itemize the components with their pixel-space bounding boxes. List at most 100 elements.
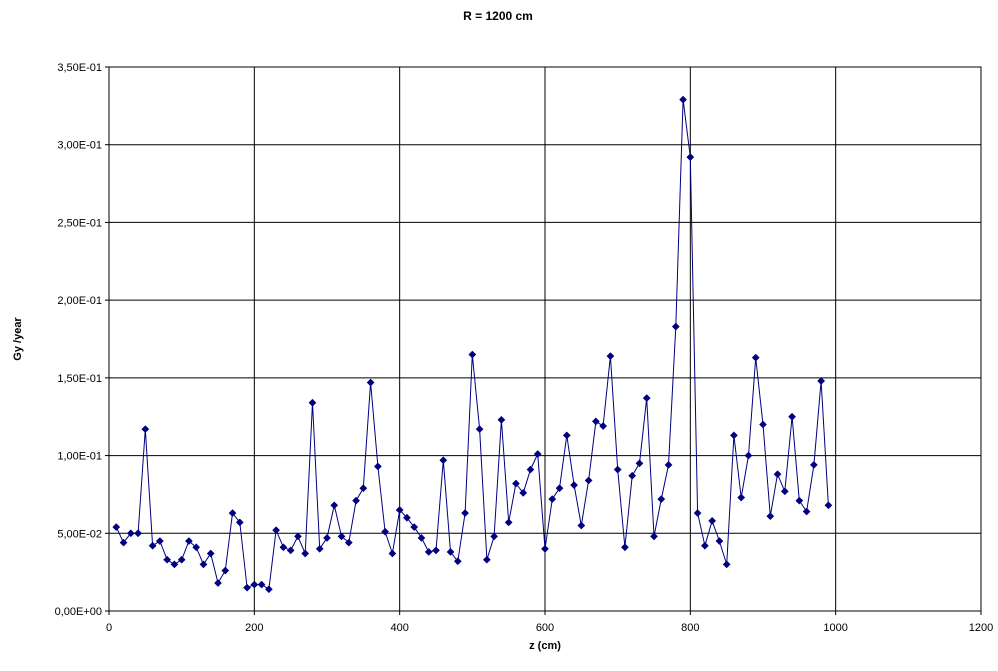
- y-tick-label: 2,00E-01: [57, 295, 102, 307]
- data-point: [214, 579, 222, 587]
- data-point: [344, 538, 353, 547]
- data-point: [119, 538, 128, 547]
- data-point: [759, 420, 767, 429]
- data-point: [737, 493, 746, 502]
- data-point: [729, 431, 738, 440]
- data-point: [780, 487, 789, 496]
- x-tick-label: 200: [245, 622, 263, 634]
- x-tick-label: 800: [681, 622, 699, 634]
- data-point: [671, 322, 680, 331]
- data-point: [417, 533, 426, 542]
- data-point: [250, 580, 259, 589]
- y-axis-label: Gy /year: [12, 317, 24, 361]
- data-point: [163, 555, 172, 564]
- data-point: [228, 509, 237, 518]
- x-tick-label: 0: [106, 622, 112, 634]
- data-point: [184, 537, 193, 546]
- data-point: [620, 543, 629, 552]
- y-tick-label: 3,00E-01: [57, 140, 102, 152]
- data-point: [824, 501, 833, 510]
- data-point: [337, 532, 346, 541]
- data-point: [243, 583, 252, 592]
- data-point: [802, 507, 811, 516]
- y-tick-label: 1,00E-01: [57, 451, 102, 463]
- data-point: [497, 415, 506, 424]
- y-tick-label: 2,50E-01: [57, 217, 102, 229]
- data-point: [432, 546, 440, 555]
- data-point: [591, 417, 600, 426]
- data-point: [439, 456, 448, 465]
- data-point: [279, 543, 288, 552]
- x-axis-label: z (cm): [529, 640, 561, 652]
- data-point: [192, 543, 201, 552]
- data-point: [708, 516, 717, 525]
- data-point: [381, 527, 390, 536]
- data-point: [112, 523, 121, 532]
- data-point: [446, 547, 455, 556]
- data-point: [206, 549, 215, 558]
- data-point: [664, 460, 673, 469]
- data-point: [257, 580, 266, 589]
- data-point: [155, 537, 164, 546]
- data-point: [722, 560, 731, 569]
- y-tick-label: 5,00E-02: [57, 528, 102, 540]
- data-point: [657, 495, 666, 504]
- data-point: [330, 501, 339, 510]
- data-point: [461, 509, 470, 518]
- data-point: [584, 476, 593, 485]
- data-point: [504, 518, 513, 527]
- data-point: [141, 425, 150, 434]
- data-point: [468, 350, 477, 359]
- x-axis: 0 200 400 600 800 1000 1200: [106, 611, 993, 634]
- y-tick-label: 0,00E+00: [55, 606, 102, 618]
- data-point: [395, 506, 404, 514]
- data-point: [366, 378, 375, 387]
- data-point: [570, 481, 579, 490]
- data-point: [628, 471, 637, 480]
- series: [112, 95, 833, 594]
- data-point: [272, 526, 281, 535]
- data-point: [635, 459, 644, 468]
- data-point: [686, 153, 695, 162]
- data-point: [519, 488, 528, 497]
- data-point: [424, 547, 433, 556]
- data-point: [308, 398, 317, 407]
- data-point: [533, 450, 542, 458]
- data-point: [148, 541, 157, 550]
- x-tick-label: 600: [536, 622, 554, 634]
- data-point: [199, 560, 208, 569]
- data-point: [562, 431, 571, 440]
- data-point: [286, 546, 295, 555]
- series-line: [115, 99, 829, 591]
- data-point: [809, 460, 818, 469]
- data-point: [482, 555, 491, 564]
- data-point: [315, 544, 324, 553]
- data-point: [170, 560, 179, 569]
- data-point: [548, 495, 557, 504]
- grid: [108, 66, 982, 612]
- data-point: [773, 470, 782, 479]
- data-point: [599, 422, 608, 430]
- data-point: [788, 412, 797, 421]
- data-point: [744, 451, 753, 460]
- data-point: [323, 533, 331, 542]
- y-tick-label: 3,50E-01: [57, 62, 102, 74]
- data-point: [642, 394, 651, 403]
- data-point: [221, 566, 230, 575]
- data-point: [359, 484, 368, 493]
- data-point: [766, 512, 775, 521]
- data-point: [453, 557, 462, 566]
- data-point: [541, 544, 549, 553]
- data-point: [606, 352, 615, 361]
- data-point: [264, 585, 273, 594]
- x-tick-label: 400: [390, 622, 408, 634]
- data-point: [301, 549, 310, 558]
- data-point: [650, 532, 658, 541]
- x-tick-label: 1000: [823, 622, 847, 634]
- data-point: [293, 532, 302, 541]
- data-point: [555, 484, 564, 493]
- data-point: [352, 496, 361, 505]
- chart-title: R = 1200 cm: [463, 9, 533, 23]
- data-point: [134, 529, 143, 538]
